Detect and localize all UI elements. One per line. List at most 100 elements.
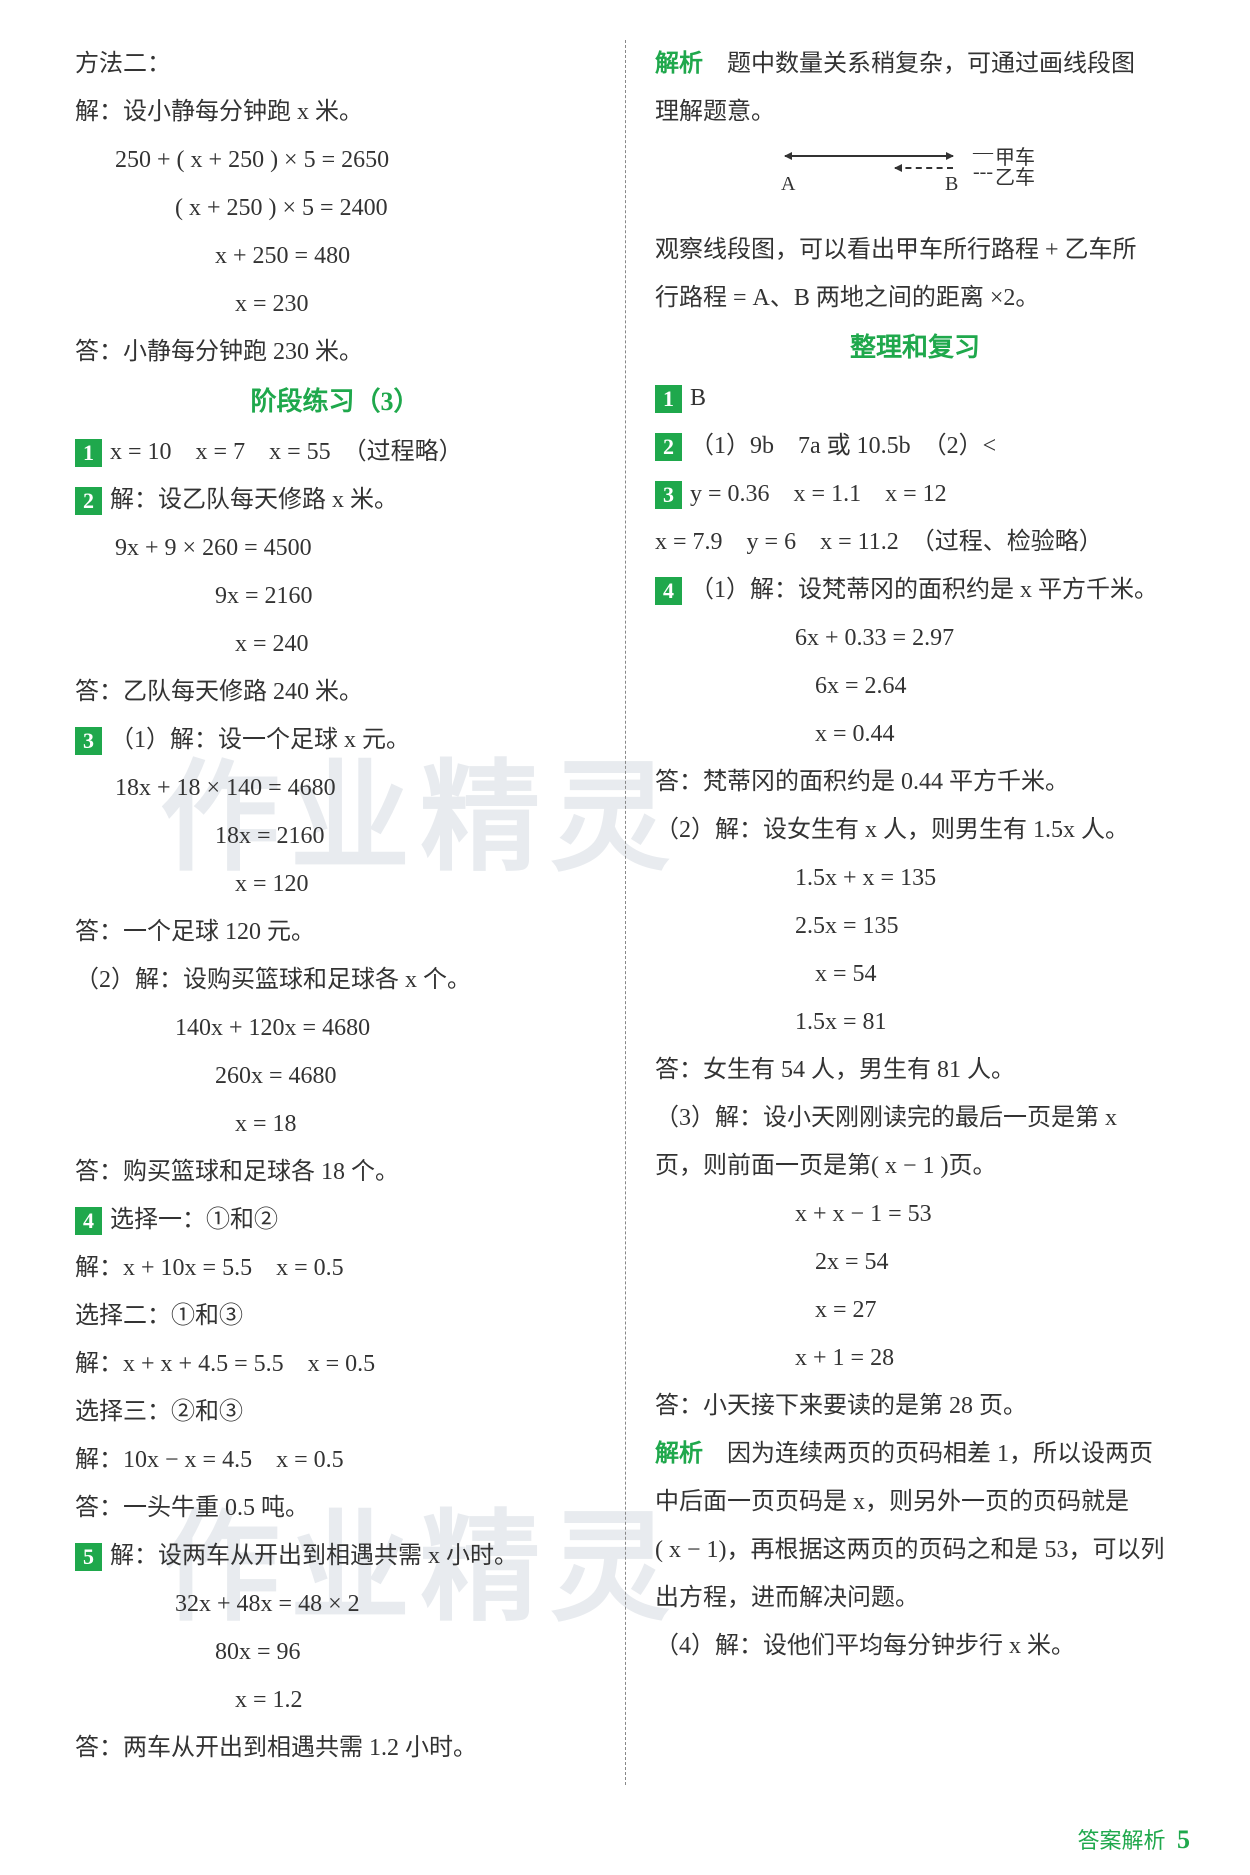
problem-line: 2（1）9b 7a 或 10.5b （2）< — [655, 422, 1175, 470]
equation: 2.5x = 135 — [655, 902, 1175, 950]
page-number: 5 — [1177, 1825, 1190, 1854]
text: （1）9b 7a 或 10.5b （2）< — [690, 433, 996, 459]
text-line: 观察线段图，可以看出甲车所行路程 + 乙车所 — [655, 226, 1175, 274]
text: B — [690, 385, 706, 411]
column-divider — [625, 40, 626, 1785]
text: 解：设乙队每天修路 x 米。 — [110, 487, 398, 513]
text: （1）解：设一个足球 x 元。 — [110, 727, 410, 753]
equation: x = 27 — [655, 1286, 1175, 1334]
problem-badge: 1 — [75, 439, 102, 467]
line-car2 — [895, 167, 953, 169]
problem-badge: 4 — [655, 577, 682, 605]
equation: x = 54 — [655, 950, 1175, 998]
text-line: 解：设小静每分钟跑 x 米。 — [75, 88, 595, 136]
equation: 9x + 9 × 260 = 4500 — [75, 524, 595, 572]
line-car1 — [785, 155, 953, 157]
equation: 1.5x + x = 135 — [655, 854, 1175, 902]
analysis-line: 解析 因为连续两页的页码相差 1，所以设两页 — [655, 1430, 1175, 1478]
problem-line: 4 选择一：①和② — [75, 1196, 595, 1244]
text-line: 页，则前面一页是第( x − 1 )页。 — [655, 1142, 1175, 1190]
analysis-line: 解析 题中数量关系稍复杂，可通过画线段图 — [655, 40, 1175, 88]
car2-label: 乙车 — [995, 161, 1035, 190]
problem-badge: 1 — [655, 385, 682, 413]
equation: 18x = 2160 — [75, 812, 595, 860]
equation: x = 240 — [75, 620, 595, 668]
text: （1）解：设梵蒂冈的面积约是 x 平方千米。 — [690, 577, 1158, 603]
text-line: （3）解：设小天刚刚读完的最后一页是第 x — [655, 1094, 1175, 1142]
text: y = 0.36 x = 1.1 x = 12 — [690, 481, 947, 507]
equation: x = 120 — [75, 860, 595, 908]
problem-badge: 3 — [75, 727, 102, 755]
equation: 140x + 120x = 4680 — [75, 1004, 595, 1052]
text-line: 解：10x − x = 4.5 x = 0.5 — [75, 1436, 595, 1484]
problem-badge: 3 — [655, 481, 682, 509]
text-line: 选择三：②和③ — [75, 1388, 595, 1436]
equation: 32x + 48x = 48 × 2 — [75, 1580, 595, 1628]
point-b: B — [945, 173, 958, 196]
equation: 9x = 2160 — [75, 572, 595, 620]
equation: x + 1 = 28 — [655, 1334, 1175, 1382]
text-line: 中后面一页页码是 x，则另外一页的页码就是 — [655, 1478, 1175, 1526]
text-line: 解：x + x + 4.5 = 5.5 x = 0.5 — [75, 1340, 595, 1388]
answer-line: 答：女生有 54 人，男生有 81 人。 — [655, 1046, 1175, 1094]
equation: x = 18 — [75, 1100, 595, 1148]
text-line: （2）解：设购买篮球和足球各 x 个。 — [75, 956, 595, 1004]
text-line: 理解题意。 — [655, 88, 1175, 136]
equation: 250 + ( x + 250 ) × 5 = 2650 — [75, 136, 595, 184]
text-line: 方法二： — [75, 40, 595, 88]
equation: x = 0.44 — [655, 710, 1175, 758]
answer-line: 答：小天接下来要读的是第 28 页。 — [655, 1382, 1175, 1430]
text: 因为连续两页的页码相差 1，所以设两页 — [727, 1441, 1153, 1467]
problem-line: 3 （1）解：设一个足球 x 元。 — [75, 716, 595, 764]
equation: x = 1.2 — [75, 1676, 595, 1724]
section-title: 整理和复习 — [655, 322, 1175, 374]
problem-badge: 5 — [75, 1543, 102, 1571]
problem-line: 5 解：设两车从开出到相遇共需 x 小时。 — [75, 1532, 595, 1580]
right-column: 解析 题中数量关系稍复杂，可通过画线段图 理解题意。 — 甲车 --- 乙车 A… — [625, 40, 1190, 1845]
answer-line: 答：小静每分钟跑 230 米。 — [75, 328, 595, 376]
text: x = 10 x = 7 x = 55 （过程略） — [110, 439, 463, 465]
problem-line: 1 x = 10 x = 7 x = 55 （过程略） — [75, 428, 595, 476]
text-line: 出方程，进而解决问题。 — [655, 1574, 1175, 1622]
text-line: （2）解：设女生有 x 人，则男生有 1.5x 人。 — [655, 806, 1175, 854]
equation: 2x = 54 — [655, 1238, 1175, 1286]
equation: 1.5x = 81 — [655, 998, 1175, 1046]
equation: 6x + 0.33 = 2.97 — [655, 614, 1175, 662]
section-title: 阶段练习（3） — [75, 376, 595, 428]
equation: 6x = 2.64 — [655, 662, 1175, 710]
problem-badge: 2 — [75, 487, 102, 515]
equation: x + x − 1 = 53 — [655, 1190, 1175, 1238]
equation: 80x = 96 — [75, 1628, 595, 1676]
problem-badge: 4 — [75, 1207, 102, 1235]
text: 选择一：①和② — [110, 1207, 278, 1233]
left-column: 方法二： 解：设小静每分钟跑 x 米。 250 + ( x + 250 ) × … — [60, 40, 625, 1845]
answer-line: 答：一个足球 120 元。 — [75, 908, 595, 956]
point-a: A — [781, 173, 795, 196]
page-footer: 答案解析 5 — [1077, 1823, 1190, 1855]
footer-label: 答案解析 — [1077, 1828, 1165, 1853]
problem-line: 3 y = 0.36 x = 1.1 x = 12 — [655, 470, 1175, 518]
segment-diagram: — 甲车 --- 乙车 A B — [785, 141, 1045, 221]
equation: x = 230 — [75, 280, 595, 328]
text: 题中数量关系稍复杂，可通过画线段图 — [727, 51, 1135, 77]
answer-line: 答：购买篮球和足球各 18 个。 — [75, 1148, 595, 1196]
problem-line: 4 （1）解：设梵蒂冈的面积约是 x 平方千米。 — [655, 566, 1175, 614]
text-line: （4）解：设他们平均每分钟步行 x 米。 — [655, 1622, 1175, 1670]
problem-line: 1B — [655, 374, 1175, 422]
text-line: 选择二：①和③ — [75, 1292, 595, 1340]
text-line: 行路程 = A、B 两地之间的距离 ×2。 — [655, 274, 1175, 322]
equation: 18x + 18 × 140 = 4680 — [75, 764, 595, 812]
answer-line: 答：两车从开出到相遇共需 1.2 小时。 — [75, 1724, 595, 1772]
text-line: 解：x + 10x = 5.5 x = 0.5 — [75, 1244, 595, 1292]
text-line: x = 7.9 y = 6 x = 11.2 （过程、检验略） — [655, 518, 1175, 566]
answer-line: 答：一头牛重 0.5 吨。 — [75, 1484, 595, 1532]
analysis-label: 解析 — [655, 1441, 703, 1467]
legend-dash: --- — [973, 161, 993, 184]
answer-line: 答：梵蒂冈的面积约是 0.44 平方千米。 — [655, 758, 1175, 806]
page-content: 方法二： 解：设小静每分钟跑 x 米。 250 + ( x + 250 ) × … — [60, 40, 1190, 1845]
text: 解：设两车从开出到相遇共需 x 小时。 — [110, 1543, 518, 1569]
analysis-label: 解析 — [655, 51, 703, 77]
answer-line: 答：乙队每天修路 240 米。 — [75, 668, 595, 716]
equation: ( x + 250 ) × 5 = 2400 — [75, 184, 595, 232]
text-line: ( x − 1)，再根据这两页的页码之和是 53，可以列 — [655, 1526, 1175, 1574]
